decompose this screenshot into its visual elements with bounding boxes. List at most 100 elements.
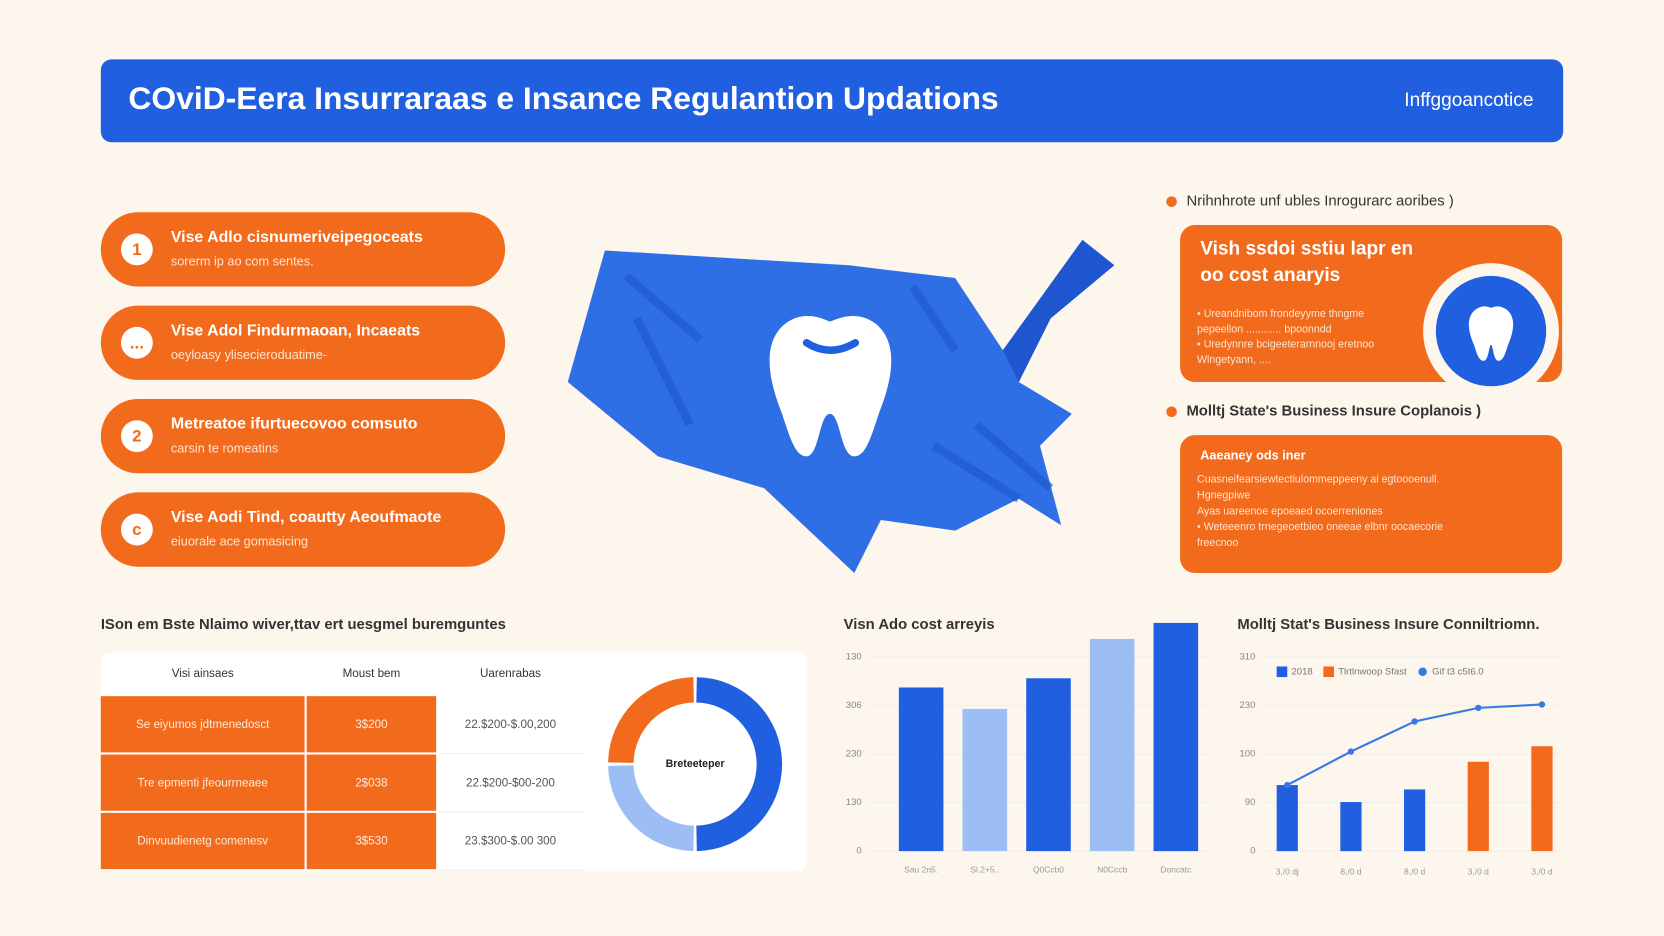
panel-bullet: Molltj State's Business Insure Coplanois… xyxy=(1186,404,1481,420)
item-badge-text: c xyxy=(132,520,141,539)
item-title: Metreatoe ifurtuecovoo comsuto xyxy=(171,416,418,433)
bullet-dot xyxy=(1166,196,1177,207)
donut-slice xyxy=(608,677,694,763)
table-header: Visi ainsaes xyxy=(172,667,234,680)
map-peak xyxy=(1002,239,1115,383)
y-tick-label: 230 xyxy=(1239,700,1255,711)
bar xyxy=(1467,761,1489,852)
bar xyxy=(1340,802,1362,852)
map-stripes xyxy=(623,272,1054,503)
x-tick-label: 8,/0 d xyxy=(1404,867,1425,877)
line-point xyxy=(1347,748,1355,755)
y-tick-label: 306 xyxy=(846,700,862,711)
chart-title: Visn Ado cost arreyis xyxy=(844,617,995,633)
icon-tooth xyxy=(1468,306,1514,361)
table-cell xyxy=(306,812,437,870)
table-cell-text: Se eiyumos jdtmenedosct xyxy=(136,718,270,731)
table-cell xyxy=(100,754,305,811)
panel-line: • Weteeenro trnegeoetbieo oneeae elbnr o… xyxy=(1197,521,1443,533)
donut-slice xyxy=(696,677,783,852)
y-tick-label: 0 xyxy=(1250,846,1255,857)
table-cell-text: 23.$300-$.00 300 xyxy=(465,835,557,848)
donut-slice xyxy=(608,765,694,852)
panel-line: Wlngetyann, .... xyxy=(1197,354,1271,366)
y-tick-label: 90 xyxy=(1245,797,1256,808)
legend-label: 2018 xyxy=(1292,666,1313,677)
table-cell-text: Dinvuudienetg comenesv xyxy=(137,835,268,848)
legend-label: Tlrtlnwoop Sfast xyxy=(1338,666,1407,677)
panel-line: • Ureandnibom frondeyyme thngme xyxy=(1197,308,1364,320)
item-title: Vise Adlo cisnumeriveipegoceats xyxy=(171,229,423,246)
x-tick-label: 3,/0 dj xyxy=(1276,867,1299,877)
x-tick-label: 8,/0 d xyxy=(1340,867,1361,877)
table-header: Moust bem xyxy=(343,667,401,680)
panel-line: Cuasneifearsiewtectiulommeppeeny ai egto… xyxy=(1197,473,1439,485)
panel-heading: Aaeaney ods iner xyxy=(1200,448,1305,463)
y-tick-label: 100 xyxy=(1239,749,1255,760)
panel-heading: Vish ssdoi sstiu lapr en xyxy=(1200,238,1413,259)
panel-card xyxy=(1180,435,1563,574)
line-point xyxy=(1475,704,1482,712)
bar xyxy=(898,687,944,852)
bar xyxy=(1404,789,1426,852)
panel-line: freecnoo xyxy=(1197,537,1238,549)
item-subtitle: eiuorale ace gomasicing xyxy=(171,534,308,549)
table-cell xyxy=(306,696,437,753)
tooth-smile xyxy=(802,339,860,354)
item-badge-text: 1 xyxy=(132,240,141,259)
tooth xyxy=(769,316,892,457)
item-badge xyxy=(120,513,153,546)
x-tick-label: Q0Ccb0 xyxy=(1033,864,1064,874)
x-tick-label: Sl.2+5.. xyxy=(970,864,999,874)
item-subtitle: oeyloasy ylisecieroduatime- xyxy=(171,347,327,362)
item-badge-text: ... xyxy=(130,333,144,352)
item-title: Vise Adol Findurmaoan, Incaeats xyxy=(171,322,420,339)
item-badge xyxy=(120,326,153,359)
panel-line: pepeellon ............ bpoonndd xyxy=(1197,323,1332,335)
bullet-dot xyxy=(1166,406,1177,418)
y-tick-label: 130 xyxy=(846,797,862,808)
bar xyxy=(1276,785,1298,852)
table-cell xyxy=(100,696,305,753)
table-header: Uarenrabas xyxy=(480,667,541,680)
chart-title: Molltj Stat's Business Insure Conniltrio… xyxy=(1237,617,1539,633)
bar xyxy=(1026,678,1071,852)
header-tag: Inffggoancotice xyxy=(1404,90,1533,111)
table-cell-text: 3$530 xyxy=(355,835,388,848)
tooth-icon xyxy=(769,316,892,457)
legend-swatch xyxy=(1276,666,1288,678)
legend-swatch xyxy=(1323,666,1334,678)
legend-swatch xyxy=(1418,667,1427,676)
item-badge xyxy=(120,420,153,453)
item-pill xyxy=(100,305,506,380)
panel-heading: oo cost anaryis xyxy=(1200,265,1340,286)
bar xyxy=(1531,746,1553,852)
line-point xyxy=(1284,781,1291,789)
table-cell-text: 22.$200-$00-200 xyxy=(466,776,555,789)
panel-line: Ayas uareenoe epoeaed ocoerreniones xyxy=(1197,505,1383,517)
x-tick-label: 3,/0 d xyxy=(1531,867,1552,877)
table-cell xyxy=(306,754,437,811)
bar xyxy=(1153,622,1199,852)
header-bar xyxy=(100,59,1564,143)
table-cell xyxy=(100,812,305,870)
header-title: COviD-Eera Insurraraas e Insance Regulan… xyxy=(128,80,998,116)
table-cell-text: Tre epmenti jfeourrneaee xyxy=(137,776,267,789)
panel-line: • Uredynnre bcigeeterarnnooj eretnoo xyxy=(1197,339,1374,351)
item-pill xyxy=(100,399,506,474)
item-subtitle: carsin te romeatins xyxy=(171,440,278,455)
line-point xyxy=(1538,701,1546,708)
bar xyxy=(962,708,1008,852)
bar xyxy=(1089,638,1135,852)
x-tick-label: N0Cccb xyxy=(1097,864,1127,874)
table-cell-text: 2$038 xyxy=(355,776,387,789)
legend-label: Gif t3 c5t6.0 xyxy=(1432,666,1483,677)
item-subtitle: sorerm ip ao com sentes. xyxy=(171,253,314,268)
panel-bullet: Nrihnhrote unf ubles Inrogurarc aoribes … xyxy=(1186,194,1453,210)
item-pill xyxy=(100,212,506,287)
y-tick-label: 230 xyxy=(846,749,862,760)
map xyxy=(567,239,1115,574)
table-cell-text: 3$200 xyxy=(355,718,388,731)
